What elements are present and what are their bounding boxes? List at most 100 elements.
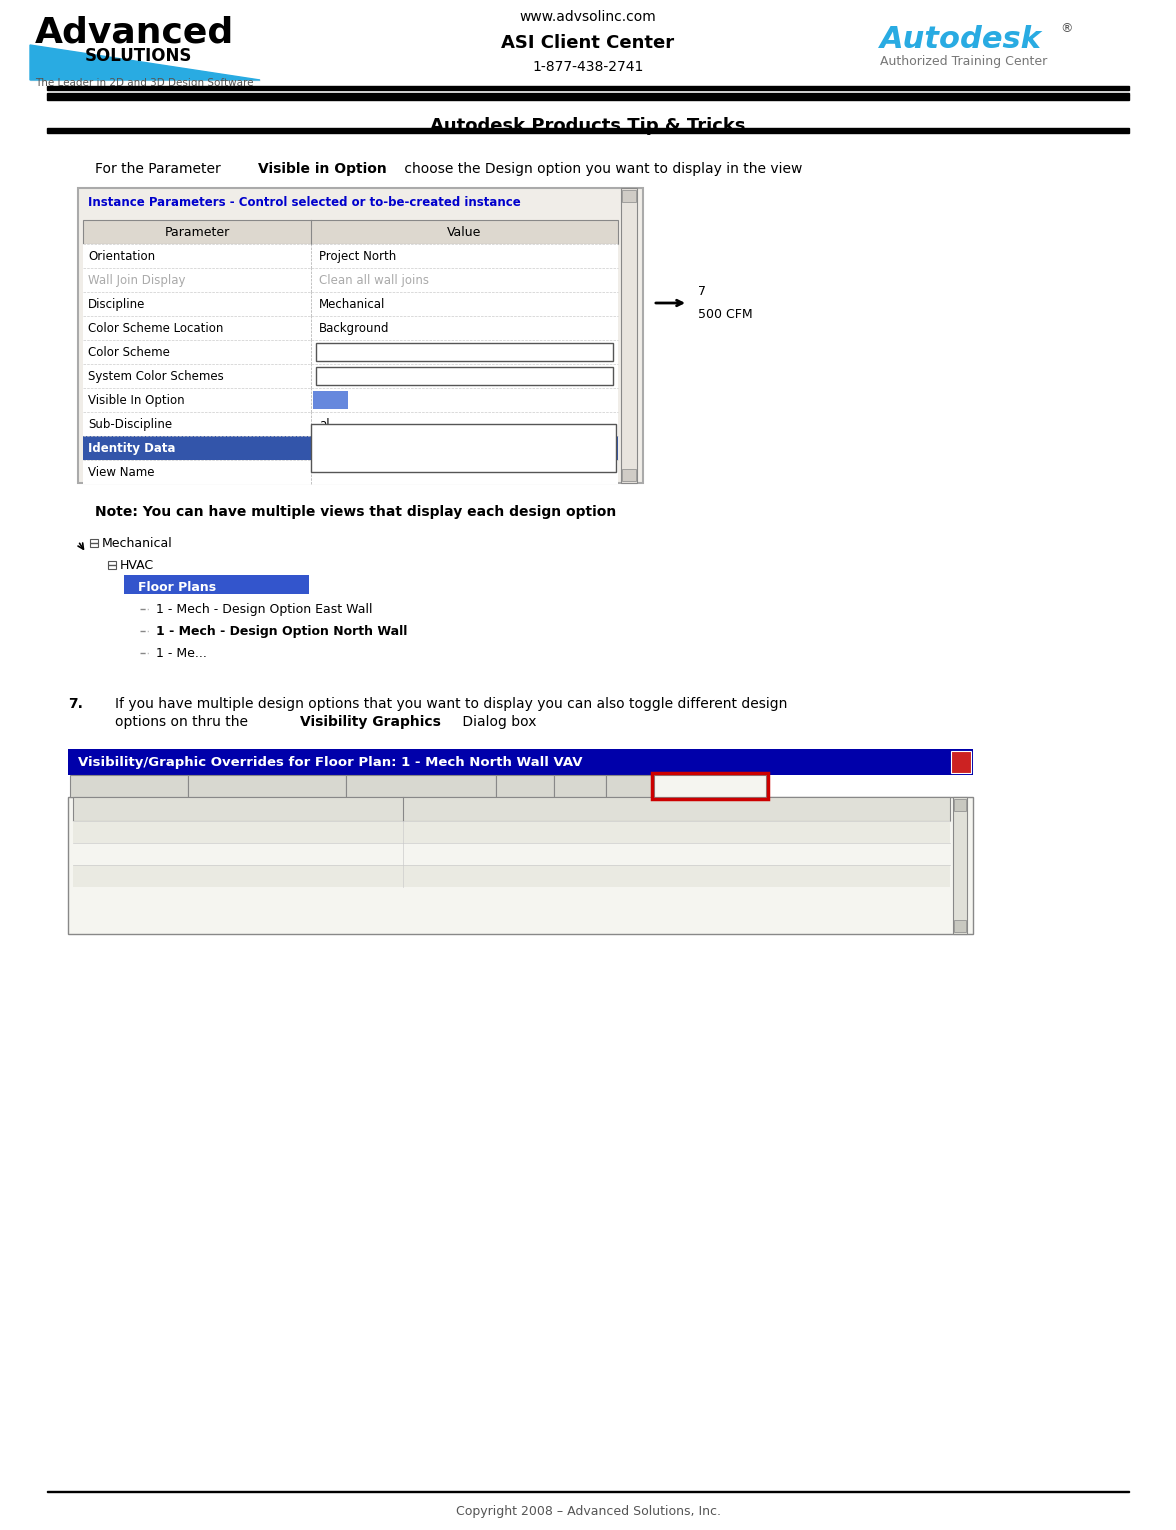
Text: 1 - Mech - Design Option North Wall: 1 - Mech - Design Option North Wall [156,624,407,638]
Bar [313,392,348,409]
Text: Authorized Training Center: Authorized Training Center [880,55,1048,67]
Text: Floor Plans: Floor Plans [138,580,216,594]
Text: Sub-Discipline: Sub-Discipline [88,418,172,430]
Bar [951,751,971,773]
Bar [68,797,973,933]
Bar [73,797,950,822]
Text: 1 - Me...: 1 - Me... [156,647,207,659]
Text: Filters: Filters [509,780,541,791]
Text: 1-877-438-2741: 1-877-438-2741 [533,60,643,73]
Bar [83,389,619,412]
Text: <none>: <none> [440,346,488,358]
Text: Design Option: Design Option [632,803,721,815]
Text: Ductwork Classroom 123 : VAV Box North Wall (primary): Ductwork Classroom 123 : VAV Box North W… [316,431,609,442]
Bar [91,539,98,548]
Text: Edit...: Edit... [447,370,481,382]
Bar [123,575,309,594]
Text: Ductwork Classroom 123: Ductwork Classroom 123 [78,826,226,838]
Text: View Name: View Name [88,465,154,479]
Bar [83,268,619,292]
Text: The Leader in 2D and 3D Design Software: The Leader in 2D and 3D Design Software [35,78,254,89]
Bar [73,843,950,864]
Text: 4 Air Terminals (primary): 4 Air Terminals (primary) [410,869,559,883]
Bar [83,340,619,364]
Text: Design Option Set: Design Option Set [181,803,295,815]
Text: Dialog box: Dialog box [457,715,536,728]
Text: SOLUTIONS: SOLUTIONS [85,47,193,64]
Text: Value: Value [447,225,481,239]
Text: Clean all wall joins: Clean all wall joins [319,274,429,286]
Text: Copyright 2008 – Advanced Solutions, Inc.: Copyright 2008 – Advanced Solutions, Inc… [455,1506,721,1518]
Bar [496,776,554,797]
Bar [83,220,619,243]
Text: System Color Schemes: System Color Schemes [88,370,223,382]
Text: Advanced: Advanced [35,15,234,49]
Text: Annotation Categories: Annotation Categories [208,780,326,791]
Text: Mechanical: Mechanical [319,297,386,311]
Bar [954,799,965,811]
Bar [554,776,606,797]
Text: HVAC: HVAC [120,558,154,572]
Text: Identity Data: Identity Data [88,442,175,454]
Bar [47,93,1129,95]
Text: 7: 7 [699,285,706,298]
Text: Instance Parameters - Control selected or to-be-created instance: Instance Parameters - Control selected o… [88,196,521,210]
Bar [316,367,613,386]
Bar [83,243,619,268]
Bar [73,822,950,843]
Bar [83,292,619,317]
Bar [622,190,636,202]
Bar [83,436,619,461]
Text: <Automatic>: <Automatic> [410,848,492,860]
Text: Ductwork Classroom 123 : VAV Box East Wall: Ductwork Classroom 123 : VAV Box East Wa… [316,454,550,464]
Text: Visible in Option: Visible in Option [258,162,387,176]
Bar [83,364,619,389]
Text: ®: ® [1060,21,1073,35]
Bar [71,776,188,797]
Text: Orientation: Orientation [88,249,155,263]
Text: ASI Client Center: ASI Client Center [501,34,675,52]
Bar [83,412,619,436]
Bar [73,864,950,887]
Text: Background: Background [319,321,389,335]
Text: Wall Join Display: Wall Join Display [88,274,186,286]
Bar [78,188,643,483]
Text: Visibility Graphics: Visibility Graphics [300,715,441,728]
Text: north wall vav: north wall vav [410,826,495,838]
Bar [83,461,619,483]
Text: Ductwork Classroom 140: Ductwork Classroom 140 [78,869,226,883]
Text: Rev...: Rev... [566,780,594,791]
Bar [654,776,766,797]
Text: X: X [957,757,965,767]
Bar [47,95,1129,99]
Text: Imported Categories: Imported Categories [367,780,475,791]
Bar [188,776,346,797]
Text: Links: Links [616,780,643,791]
Bar [83,317,619,340]
Text: Mechanical: Mechanical [102,537,173,549]
Text: Discipline: Discipline [88,297,146,311]
Bar [310,424,616,471]
Text: Color Scheme: Color Scheme [88,346,169,358]
Text: options on thru the: options on thru the [115,715,253,728]
Text: For the Parameter: For the Parameter [95,162,225,176]
Bar [47,129,1129,133]
Text: choose the Design option you want to display in the view: choose the Design option you want to dis… [400,162,802,176]
Text: Project North: Project North [319,249,396,263]
Text: Visibility/Graphic Overrides for Floor Plan: 1 - Mech North Wall VAV: Visibility/Graphic Overrides for Floor P… [78,756,582,768]
Text: Design Options: Design Options [670,780,750,791]
Text: Power Classroom 123: Power Classroom 123 [78,848,205,860]
Text: al: al [318,395,328,405]
Text: Autodesk: Autodesk [880,24,1042,54]
Polygon shape [31,44,260,80]
Text: Autodesk Products Tip & Tricks: Autodesk Products Tip & Tricks [430,116,746,135]
Text: Note: You can have multiple views that display each design option: Note: You can have multiple views that d… [95,505,616,519]
Text: Visible In Option: Visible In Option [88,393,185,407]
Bar [621,188,637,483]
Bar [652,773,768,799]
Text: www.advsolinc.com: www.advsolinc.com [520,11,656,24]
Bar [606,776,654,797]
Bar [953,797,967,933]
Text: Parameter: Parameter [165,225,229,239]
Bar [108,562,116,569]
